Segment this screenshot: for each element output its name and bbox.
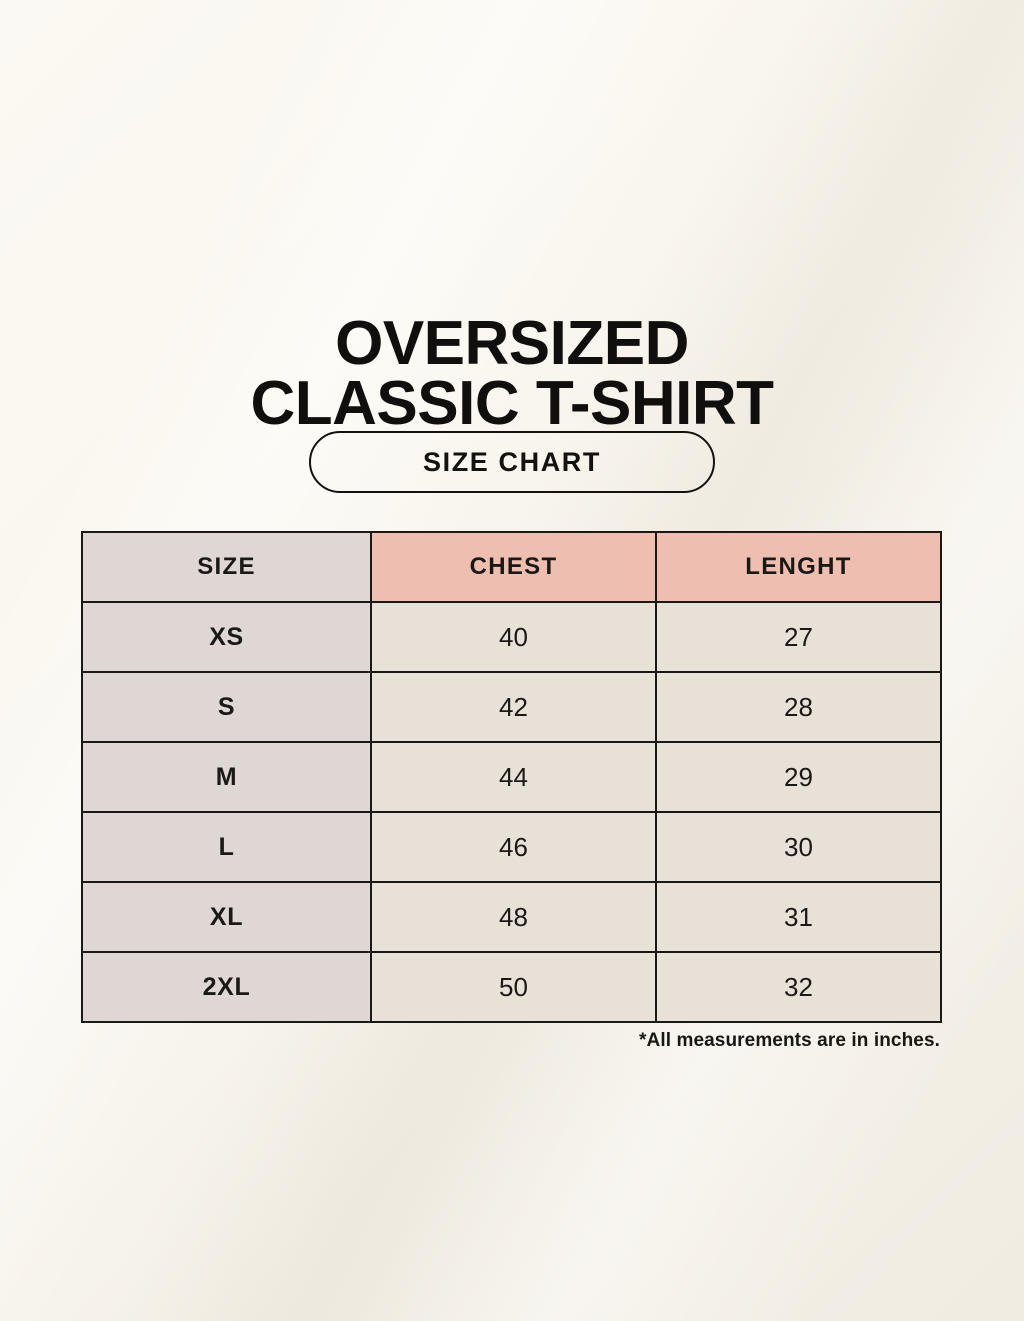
cell-size: XS xyxy=(81,601,372,673)
column-header-chest: CHEST xyxy=(370,531,657,603)
cell-length: 31 xyxy=(655,881,942,953)
cell-size: 2XL xyxy=(81,951,372,1023)
cell-size: S xyxy=(81,671,372,743)
cell-chest: 44 xyxy=(370,741,657,813)
table-row: XL 48 31 xyxy=(81,881,942,953)
cell-chest: 40 xyxy=(370,601,657,673)
measurements-footnote: *All measurements are in inches. xyxy=(639,1030,940,1051)
cell-chest: 42 xyxy=(370,671,657,743)
cell-length: 28 xyxy=(655,671,942,743)
cell-length: 32 xyxy=(655,951,942,1023)
cell-chest: 46 xyxy=(370,811,657,883)
table-row: XS 40 27 xyxy=(81,601,942,673)
size-chart-badge-label: SIZE CHART xyxy=(423,446,601,477)
column-header-length: LENGHT xyxy=(655,531,942,603)
cell-chest: 48 xyxy=(370,881,657,953)
cell-size: L xyxy=(81,811,372,883)
table-header-row: SIZE CHEST LENGHT xyxy=(81,531,942,603)
cell-length: 30 xyxy=(655,811,942,883)
column-header-size: SIZE xyxy=(81,531,372,603)
cell-length: 27 xyxy=(655,601,942,673)
page-title: OVERSIZED CLASSIC T-SHIRT xyxy=(250,308,774,438)
cell-chest: 50 xyxy=(370,951,657,1023)
table-row: S 42 28 xyxy=(81,671,942,743)
size-chart-table: SIZE CHEST LENGHT XS 40 27 S 42 28 M 44 … xyxy=(81,531,942,1023)
table-row: M 44 29 xyxy=(81,741,942,813)
cell-size: M xyxy=(81,741,372,813)
cell-length: 29 xyxy=(655,741,942,813)
cell-size: XL xyxy=(81,881,372,953)
table-row: 2XL 50 32 xyxy=(81,951,942,1023)
size-chart-badge: SIZE CHART xyxy=(309,431,715,493)
table-row: L 46 30 xyxy=(81,811,942,883)
